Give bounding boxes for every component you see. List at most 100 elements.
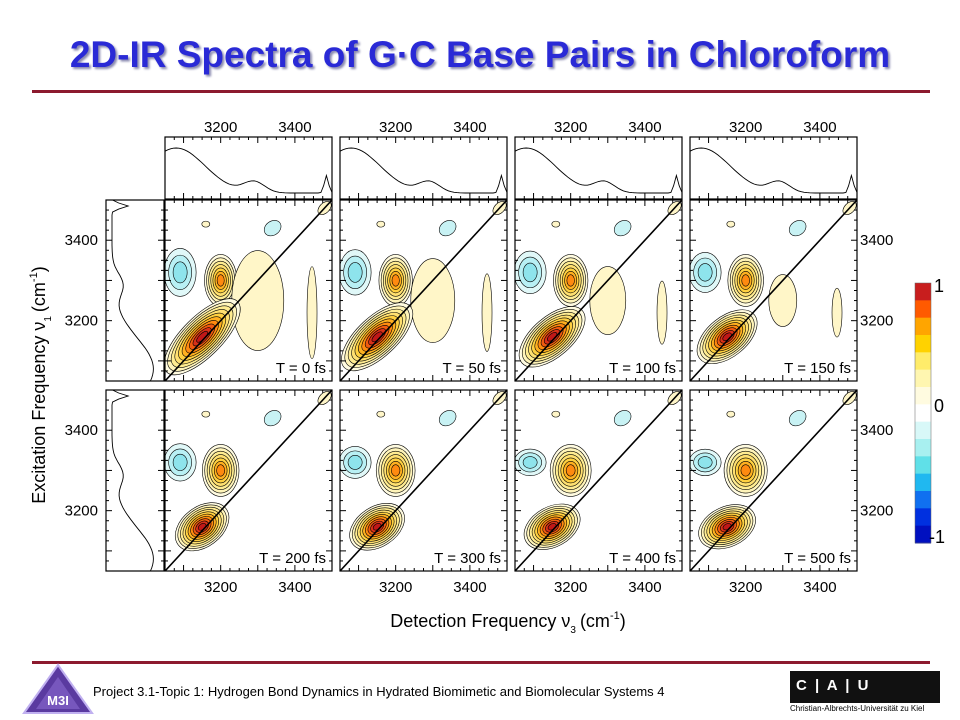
linear-spectrum-frame: [514, 136, 683, 200]
colorbar-segment: [915, 456, 931, 475]
title-rule: [32, 90, 930, 93]
colorbar-zero-label: 0: [934, 396, 944, 416]
negative-contour: [522, 456, 538, 469]
side-lobe-contour: [589, 266, 627, 335]
bottom-x-tick-label: 3400: [628, 579, 661, 596]
panel-waiting-time-label: T = 500 fs: [784, 550, 851, 567]
linear-spectrum-line: [514, 147, 683, 194]
side-lobe-contour: [410, 258, 456, 343]
small-positive-contour: [201, 410, 211, 418]
x-axis-symbol: ν: [561, 611, 570, 631]
top-linear-spectrum: 3200 3400: [689, 119, 858, 200]
colorbar: 1 0 -1: [914, 276, 945, 547]
linear-spectrum-frame: [689, 136, 858, 200]
right-y-tick-label: 3400: [860, 422, 893, 439]
colorbar-segment: [915, 300, 931, 319]
spectrum-panel-400fs: T = 400 fs: [514, 389, 683, 572]
top-x-tick-label: 3200: [729, 119, 762, 136]
side-lobe-contour: [306, 266, 318, 359]
bottom-x-tick-label: 3400: [803, 579, 836, 596]
y-axis-unit-sup: -1: [28, 272, 40, 282]
small-negative-contour: [788, 220, 807, 237]
x-axis-unit-close: ): [620, 611, 626, 631]
small-negative-contour: [613, 220, 632, 237]
linear-spectrum-line: [111, 389, 154, 572]
left-linear-spectrum: 3200 3200 3400 3400: [65, 199, 893, 382]
small-positive-contour: [551, 220, 561, 228]
upper-peak-contour: [216, 464, 226, 477]
right-y-tick-label: 3200: [860, 313, 893, 330]
small-negative-contour: [613, 410, 632, 427]
linear-spectrum-line: [339, 147, 508, 194]
left-linear-spectrum: 3200 3200 3400 3400: [65, 389, 893, 572]
panel-waiting-time-label: T = 400 fs: [609, 550, 676, 567]
peak-group: [690, 200, 857, 381]
colorbar-segment: [915, 352, 931, 371]
right-y-tick-label: 3200: [860, 503, 893, 520]
small-positive-contour: [726, 410, 736, 418]
negative-contour: [697, 263, 713, 282]
cau-logo-letters: C | A | U: [796, 677, 871, 694]
bottom-x-axis-labels: 3200 3400: [204, 579, 312, 596]
spectrum-panel-50fs: T = 50 fs: [339, 199, 508, 382]
negative-contour: [522, 262, 538, 283]
bottom-x-tick-label: 3400: [453, 579, 486, 596]
linear-spectrum-frame: [105, 199, 165, 382]
cau-logo-box: C | A | U: [790, 671, 940, 703]
footer-text: Project 3.1-Topic 1: Hydrogen Bond Dynam…: [93, 684, 665, 699]
m3i-logo: M3I: [22, 663, 94, 714]
bottom-x-axis-labels: 3200 3400: [379, 579, 487, 596]
small-negative-contour: [263, 220, 282, 237]
top-linear-spectrum: 3200 3400: [164, 119, 333, 200]
left-y-tick-label: 3200: [65, 503, 98, 520]
upper-peak-contour: [566, 274, 575, 287]
upper-peak-contour: [565, 464, 576, 477]
x-axis-subscript: 3: [570, 625, 576, 636]
panel-frame: [164, 199, 333, 382]
colorbar-segment: [915, 283, 931, 301]
negative-contour: [172, 453, 188, 471]
linear-spectrum-frame: [105, 389, 165, 572]
top-linear-spectrum: 3200 3400: [339, 119, 508, 200]
x-axis-unit-sup: -1: [610, 610, 620, 622]
negative-contour: [347, 262, 363, 283]
left-y-tick-label: 3400: [65, 232, 98, 249]
top-x-tick-label: 3200: [554, 119, 587, 136]
panel-waiting-time-label: T = 300 fs: [434, 550, 501, 567]
footer-rule: [32, 661, 930, 664]
small-negative-contour: [438, 220, 457, 237]
colorbar-segment: [915, 404, 931, 423]
upper-peak-contour: [391, 464, 401, 477]
diagonal-line: [340, 390, 507, 571]
linear-spectrum-frame: [339, 136, 508, 200]
peak-group: [165, 200, 332, 381]
x-axis-unit: (cm: [580, 611, 610, 631]
colorbar-segment: [915, 421, 931, 440]
diagonal-line: [165, 200, 332, 381]
linear-spectrum-line: [689, 147, 858, 194]
slide-title: 2D-IR Spectra of G·C Base Pairs in Chlor…: [69, 34, 891, 75]
upper-peak-contour: [216, 274, 225, 287]
panel-frame: [339, 199, 508, 382]
left-y-tick-label: 3400: [65, 422, 98, 439]
side-lobe-contour: [768, 274, 798, 327]
diagonal-line: [515, 390, 682, 571]
spectrum-panel-100fs: T = 100 fs: [514, 199, 683, 382]
bottom-x-tick-label: 3200: [204, 579, 237, 596]
negative-contour: [697, 456, 713, 469]
right-y-tick-label: 3400: [860, 232, 893, 249]
bottom-x-tick-label: 3200: [554, 579, 587, 596]
diagonal-line: [515, 200, 682, 381]
m3i-logo-text: M3I: [47, 693, 69, 708]
negative-contour: [172, 261, 188, 284]
top-x-tick-label: 3400: [278, 119, 311, 136]
panel-frame: [514, 199, 683, 382]
spectrum-panel-0fs: T = 0 fs: [164, 199, 333, 382]
panel-waiting-time-label: T = 50 fs: [442, 360, 501, 377]
bottom-x-axis-labels: 3200 3400: [554, 579, 662, 596]
panel-frame: [514, 389, 683, 572]
side-lobe-contour: [481, 273, 493, 352]
peak-group: [515, 200, 682, 381]
colorbar-segment: [915, 491, 931, 509]
upper-peak-contour: [740, 464, 751, 477]
